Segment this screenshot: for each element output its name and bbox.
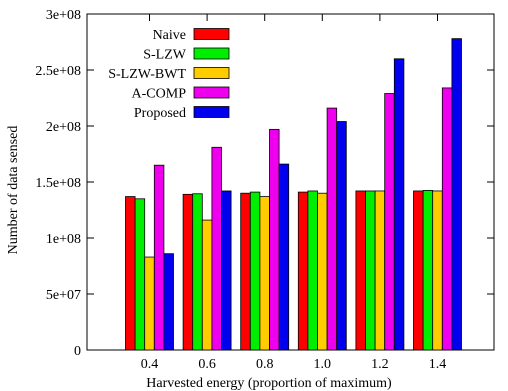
bar-proposed-1-4 — [451, 38, 462, 351]
x-tick-label: 0.6 — [198, 357, 216, 372]
x-tick-label: 0.4 — [141, 357, 159, 372]
bar-a-comp-1-2 — [384, 93, 395, 351]
legend-label-s-lzw: S-LZW — [143, 48, 187, 63]
bar-naive-0-6 — [182, 193, 194, 351]
x-tick-label: 1.2 — [371, 357, 389, 372]
bar-naive-1-2 — [355, 190, 366, 351]
bar-proposed-1-2 — [393, 58, 405, 351]
legend-label-a-comp: A-COMP — [132, 87, 187, 102]
bar-s-lzw-0-4 — [134, 198, 146, 351]
x-tick-label: 0.8 — [256, 357, 274, 372]
legend-label-naive: Naive — [153, 28, 186, 43]
bar-naive-1-4 — [413, 190, 424, 351]
bar-naive-0-8 — [240, 192, 251, 351]
bar-s-lzw-bwt-0-6 — [201, 219, 213, 351]
x-tick-label: 1.4 — [429, 357, 447, 372]
legend-swatch-s-lzw-bwt — [193, 67, 230, 79]
bar-proposed-0-6 — [221, 190, 232, 351]
bar-s-lzw-0-8 — [249, 191, 261, 351]
legend-swatch-a-comp — [193, 86, 230, 99]
bar-s-lzw-0-6 — [192, 193, 203, 351]
y-tick-label: 1.5e+08 — [35, 176, 81, 191]
bar-s-lzw-bwt-0-8 — [259, 196, 270, 351]
bar-s-lzw-bwt-0-4 — [144, 256, 155, 351]
bar-proposed-1-0 — [336, 121, 347, 351]
bar-s-lzw-bwt-1-2 — [374, 190, 386, 351]
legend-label-s-lzw-bwt: S-LZW-BWT — [108, 67, 186, 82]
y-axis-label: Number of data sensed — [6, 126, 21, 255]
bar-s-lzw-1-2 — [365, 190, 376, 351]
bar-a-comp-1-0 — [326, 107, 338, 351]
bar-a-comp-0-6 — [211, 146, 222, 351]
bar-s-lzw-bwt-1-4 — [432, 190, 443, 351]
x-tick-label: 1.0 — [314, 357, 332, 372]
y-tick-label: 3e+08 — [46, 8, 81, 23]
legend-swatch-naive — [193, 28, 230, 40]
bar-a-comp-0-8 — [269, 128, 280, 351]
x-axis-label: Harvested energy (proportion of maximum) — [146, 376, 392, 391]
bar-naive-0-4 — [125, 196, 136, 351]
y-tick-label: 2e+08 — [46, 120, 81, 135]
y-tick-label: 2.5e+08 — [35, 64, 81, 79]
bar-a-comp-1-4 — [441, 87, 453, 351]
bar-a-comp-0-4 — [153, 164, 165, 351]
bar-naive-1-0 — [297, 191, 309, 351]
bar-proposed-0-4 — [163, 253, 174, 351]
legend-swatch-proposed — [193, 106, 230, 118]
bar-proposed-0-8 — [278, 163, 290, 351]
bar-s-lzw-1-4 — [422, 189, 434, 351]
legend-swatch-s-lzw — [193, 47, 230, 60]
y-tick-label: 0 — [74, 344, 81, 359]
y-tick-label: 1e+08 — [46, 232, 81, 247]
bar-s-lzw-1-0 — [307, 190, 318, 351]
bar-s-lzw-bwt-1-0 — [317, 192, 328, 351]
legend-label-proposed: Proposed — [134, 106, 186, 121]
y-tick-label: 5e+07 — [46, 288, 81, 303]
